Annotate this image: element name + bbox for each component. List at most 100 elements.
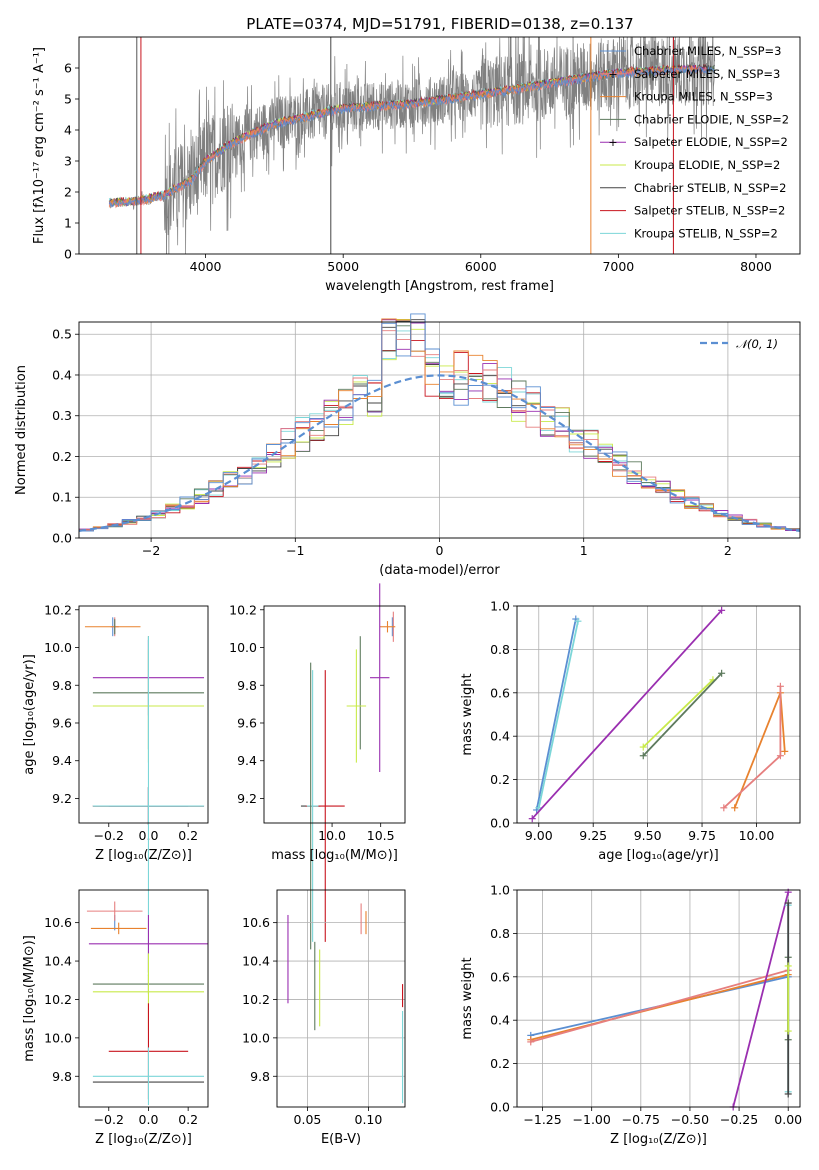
y-tick-label: 0.6 xyxy=(490,685,510,700)
mass-weight-vs-metallicity-panel: −1.25 −1.00 −0.75 −0.50 −0.25 0.00 0.0 0.2 0.4 0.… xyxy=(460,883,802,1148)
y-tick-label: 2 xyxy=(64,185,72,200)
x-tick-label: 10.00 xyxy=(739,828,775,843)
x-tick-label: 0.00 xyxy=(774,1112,802,1127)
x-tick-label: 9.75 xyxy=(688,828,716,843)
legend-label: Chabrier STELIB, N_SSP=2 xyxy=(634,181,786,195)
spectrum-clip-group xyxy=(108,37,716,254)
mass-weight-line xyxy=(642,672,723,757)
mass-weight-line xyxy=(530,969,789,1043)
age-vs-metallicity-panel: −0.2 0.0 0.29.29.49.69.810.010.2Z [log₁₀(Z… xyxy=(22,602,209,976)
x-axis-label: (data-model)/error xyxy=(379,563,500,578)
mass-weight-line xyxy=(530,973,789,1041)
axes-frame xyxy=(263,605,406,824)
x-axis-label: age [log₁₀(age/yr)] xyxy=(598,848,719,863)
y-tick-label: 1 xyxy=(64,216,72,231)
x-tick-label: 10.5 xyxy=(367,828,395,843)
y-tick-label: 10.4 xyxy=(242,954,270,969)
y-tick-label: 0 xyxy=(64,247,72,262)
x-axis-label: Z [log₁₀(Z/Z⊙)] xyxy=(95,848,192,863)
y-tick-label: 9.6 xyxy=(237,715,257,730)
y-tick-label: 10.0 xyxy=(229,640,257,655)
axes-frame xyxy=(78,889,209,1108)
y-tick-label: 0.0 xyxy=(490,816,510,831)
x-tick-label: −0.2 xyxy=(94,1112,124,1127)
y-tick-label: 0.8 xyxy=(490,926,510,941)
x-tick-label: 4000 xyxy=(190,259,222,274)
y-tick-label: 0.4 xyxy=(52,367,72,382)
normal-curve xyxy=(78,374,801,532)
mass-weight-line xyxy=(531,609,723,820)
y-axis-label: Normed distribution xyxy=(14,365,29,495)
spectrum-panel: 4000 5000 6000 7000 8000 0 1 2 3 4 5 6 wavelength [A… xyxy=(32,36,801,294)
axes-frame xyxy=(516,605,801,824)
x-tick-label: −2 xyxy=(142,543,160,558)
x-tick-label: 9.50 xyxy=(634,828,662,843)
x-tick-label: 0.2 xyxy=(178,828,198,843)
x-tick-label: 0.10 xyxy=(355,1112,383,1127)
residual-histogram-panel: −2 −1 0 1 2 0.0 0.1 0.2 0.3 0.4 0.5 (data-model)/er… xyxy=(14,313,801,578)
y-tick-label: 0.2 xyxy=(490,772,510,787)
y-tick-label: 0.2 xyxy=(52,449,72,464)
y-tick-label: 0.2 xyxy=(490,1056,510,1071)
x-tick-label: −1 xyxy=(286,543,304,558)
legend-label: Salpeter STELIB, N_SSP=2 xyxy=(634,204,785,218)
x-tick-label: −1.00 xyxy=(573,1112,611,1127)
y-tick-label: 9.4 xyxy=(237,753,257,768)
y-tick-label: 0.4 xyxy=(490,729,510,744)
y-tick-label: 0.8 xyxy=(490,642,510,657)
x-axis-label: mass [log₁₀(M/M⊙)] xyxy=(271,848,398,863)
x-axis-label: Z [log₁₀(Z/Z⊙)] xyxy=(610,1132,707,1147)
legend-marker: + xyxy=(608,68,617,81)
y-tick-label: 9.8 xyxy=(237,678,257,693)
mass-weight-line xyxy=(642,679,714,748)
y-axis-label: mass [log₁₀(M/M⊙)] xyxy=(22,935,37,1062)
x-tick-label: 5000 xyxy=(327,259,359,274)
legend-label: Kroupa ELODIE, N_SSP=2 xyxy=(634,158,780,172)
mass-vs-metallicity-panel: −0.2 0.0 0.2 9.8 10.0 10.2 10.4 10.6 Z [log₁₀(Z/… xyxy=(22,889,209,1147)
y-tick-label: 0.4 xyxy=(490,1013,510,1028)
x-tick-label: 0 xyxy=(436,543,444,558)
x-tick-label: 7000 xyxy=(602,259,634,274)
y-tick-label: 10.2 xyxy=(229,602,257,617)
age-vs-mass-panel: 10.0 10.5 9.2 9.4 9.6 9.8 10.0 10.2 mass [log₁₀(… xyxy=(229,583,406,950)
x-tick-label: 0.2 xyxy=(178,1112,198,1127)
x-tick-label: 0.0 xyxy=(139,1112,159,1127)
x-tick-label: 8000 xyxy=(740,259,772,274)
x-tick-label: −0.2 xyxy=(94,828,124,843)
y-tick-label: 10.4 xyxy=(44,954,72,969)
x-axis-label: E(B-V) xyxy=(321,1132,361,1147)
legend-label: Kroupa STELIB, N_SSP=2 xyxy=(634,226,778,240)
x-tick-label: 10.0 xyxy=(318,828,346,843)
model-spectrum-line xyxy=(108,65,715,208)
mass-weight-line xyxy=(723,686,782,809)
x-tick-label: 1 xyxy=(580,543,588,558)
mass-weight-line xyxy=(535,618,577,811)
mass-weight-line xyxy=(537,621,579,808)
y-tick-label: 1.0 xyxy=(490,883,510,898)
y-axis-label: Flux [fλ10⁻¹⁷ erg cm⁻² s⁻¹ A⁻¹] xyxy=(32,47,47,244)
y-tick-label: 0.6 xyxy=(490,969,510,984)
y-tick-label: 9.2 xyxy=(237,791,257,806)
axes-frame xyxy=(78,321,801,539)
y-tick-label: 6 xyxy=(64,61,72,76)
y-tick-label: 0.0 xyxy=(52,531,72,546)
y-tick-label: 10.0 xyxy=(44,640,72,655)
x-axis-label: Z [log₁₀(Z/Z⊙)] xyxy=(95,1132,192,1147)
y-tick-label: 10.0 xyxy=(242,1030,270,1045)
y-tick-label: 4 xyxy=(64,123,72,138)
x-axis-label: wavelength [Angstrom, rest frame] xyxy=(325,279,554,294)
y-axis-label: mass weight xyxy=(460,673,475,755)
legend-label: Kroupa MILES, N_SSP=3 xyxy=(634,90,773,104)
x-tick-label: 9.00 xyxy=(525,828,553,843)
x-tick-label: 2 xyxy=(724,543,732,558)
x-tick-label: −0.25 xyxy=(720,1112,758,1127)
legend-label: Chabrier ELODIE, N_SSP=2 xyxy=(634,112,789,126)
axes-frame xyxy=(276,889,406,1108)
y-tick-label: 9.6 xyxy=(52,715,72,730)
legend-marker: + xyxy=(608,136,617,149)
histogram-step xyxy=(79,313,800,532)
x-tick-label: 0.05 xyxy=(294,1112,322,1127)
y-tick-label: 10.6 xyxy=(242,915,270,930)
y-tick-label: 9.8 xyxy=(52,1069,72,1084)
y-tick-label: 10.2 xyxy=(242,992,270,1007)
